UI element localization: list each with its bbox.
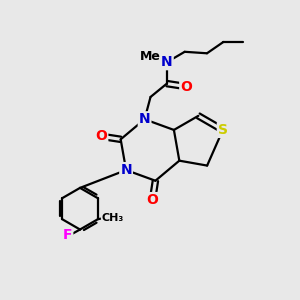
Text: Me: Me bbox=[140, 50, 161, 63]
Text: F: F bbox=[63, 228, 72, 242]
Text: O: O bbox=[146, 193, 158, 207]
Text: O: O bbox=[180, 80, 192, 94]
Text: S: S bbox=[218, 123, 228, 137]
Text: N: N bbox=[161, 55, 173, 69]
Text: O: O bbox=[95, 129, 107, 143]
Text: N: N bbox=[139, 112, 150, 126]
Text: N: N bbox=[120, 163, 132, 177]
Text: CH₃: CH₃ bbox=[102, 213, 124, 223]
